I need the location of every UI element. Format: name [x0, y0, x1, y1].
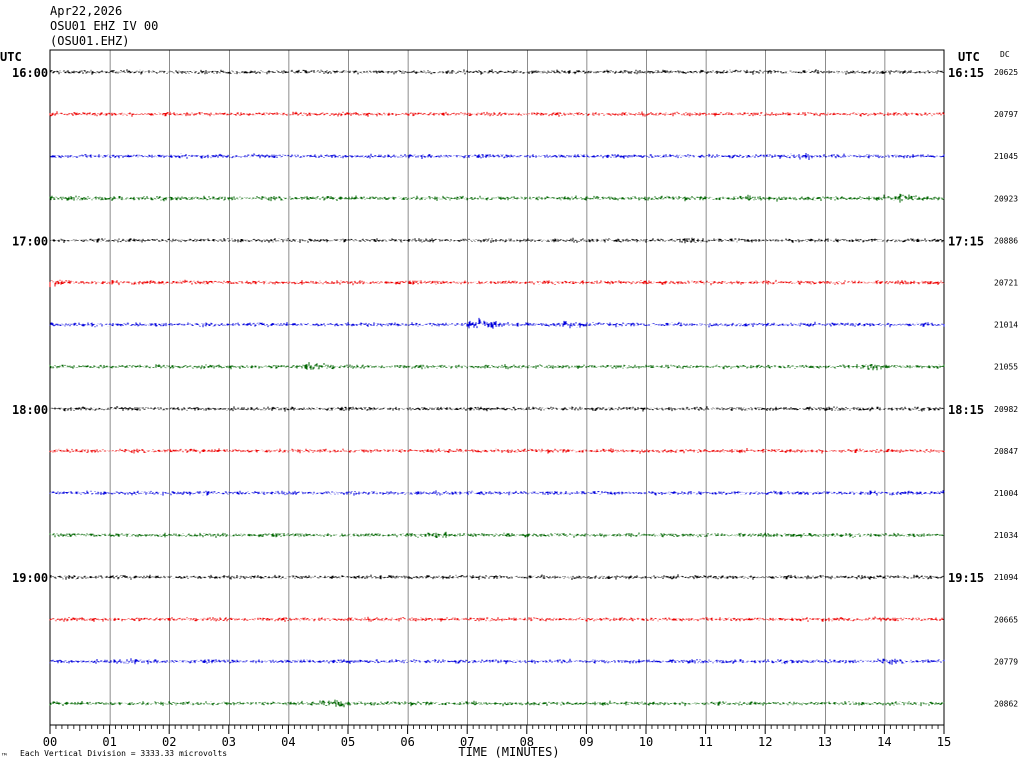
x-tick-label: 04: [281, 735, 295, 749]
utc-right-label: UTC: [958, 50, 980, 64]
dc-offset-label: 20665: [994, 615, 1018, 624]
x-tick-label: 05: [341, 735, 355, 749]
row-time-right: 19:15: [948, 571, 984, 585]
dc-offset-label: 21004: [994, 489, 1018, 498]
seismic-trace: [49, 279, 945, 288]
x-tick-label: 14: [877, 735, 891, 749]
x-tick-label: 13: [818, 735, 832, 749]
seismic-trace: [49, 153, 945, 160]
seismic-trace: [49, 69, 945, 75]
header-date: Apr22,2026: [50, 4, 123, 18]
seismic-trace: [49, 406, 945, 412]
row-time-left: 17:00: [12, 234, 48, 248]
header-channel: (OSU01.EHZ): [50, 34, 130, 48]
dc-offset-label: 21055: [994, 363, 1018, 372]
x-tick-label: 02: [162, 735, 176, 749]
dc-offset-label: 21034: [994, 531, 1018, 540]
x-tick-label: 01: [102, 735, 116, 749]
dc-offset-label: 20797: [994, 110, 1018, 119]
dc-offset-label: 20721: [994, 279, 1018, 288]
x-tick-label: 11: [698, 735, 712, 749]
x-tick-label: 00: [43, 735, 57, 749]
dc-offset-label: 20625: [994, 68, 1018, 77]
dc-offset-label: 20886: [994, 236, 1018, 245]
dc-offset-label: 20923: [994, 194, 1018, 203]
dc-offset-label: 20847: [994, 447, 1018, 456]
x-tick-label: 15: [937, 735, 951, 749]
x-axis-title: TIME (MINUTES): [458, 745, 559, 759]
seismic-trace: [49, 574, 945, 580]
seismic-trace: [49, 490, 945, 496]
plot-frame: [49, 49, 945, 726]
row-time-left: 16:00: [12, 66, 48, 80]
x-tick-label: 09: [579, 735, 593, 749]
vertical-division-note: Each Vertical Division = 3333.33 microvo…: [20, 749, 228, 758]
dc-header-label: DC: [1000, 50, 1010, 59]
row-time-right: 17:15: [948, 234, 984, 248]
dc-offset-label: 21094: [994, 573, 1018, 582]
x-tick-label: 06: [400, 735, 414, 749]
x-tick-label: 03: [222, 735, 236, 749]
seismic-trace: [49, 658, 945, 665]
row-time-left: 19:00: [12, 571, 48, 585]
seismic-trace: [49, 616, 944, 622]
dc-offset-label: 20982: [994, 405, 1018, 414]
corner-mark: ™: [2, 752, 7, 761]
dc-offset-label: 20862: [994, 700, 1018, 709]
seismic-trace: [49, 111, 945, 117]
seismic-trace: [49, 531, 945, 538]
utc-left-label: UTC: [0, 50, 22, 64]
dc-offset-label: 21045: [994, 152, 1018, 161]
seismic-trace: [49, 193, 945, 203]
x-tick-label: 07: [460, 735, 474, 749]
x-tick-label: 12: [758, 735, 772, 749]
seismic-trace: [49, 317, 945, 329]
row-time-right: 16:15: [948, 66, 984, 80]
seismic-trace: [49, 237, 945, 244]
dc-offset-label: 21014: [994, 321, 1018, 330]
x-tick-label: 08: [520, 735, 534, 749]
seismic-trace: [49, 699, 945, 708]
seismic-trace: [49, 448, 945, 454]
row-time-right: 18:15: [948, 403, 984, 417]
dc-offset-label: 20779: [994, 657, 1018, 666]
row-time-left: 18:00: [12, 403, 48, 417]
header-station: OSU01 EHZ IV 00: [50, 19, 159, 33]
x-tick-label: 10: [639, 735, 653, 749]
seismic-trace: [49, 362, 945, 371]
